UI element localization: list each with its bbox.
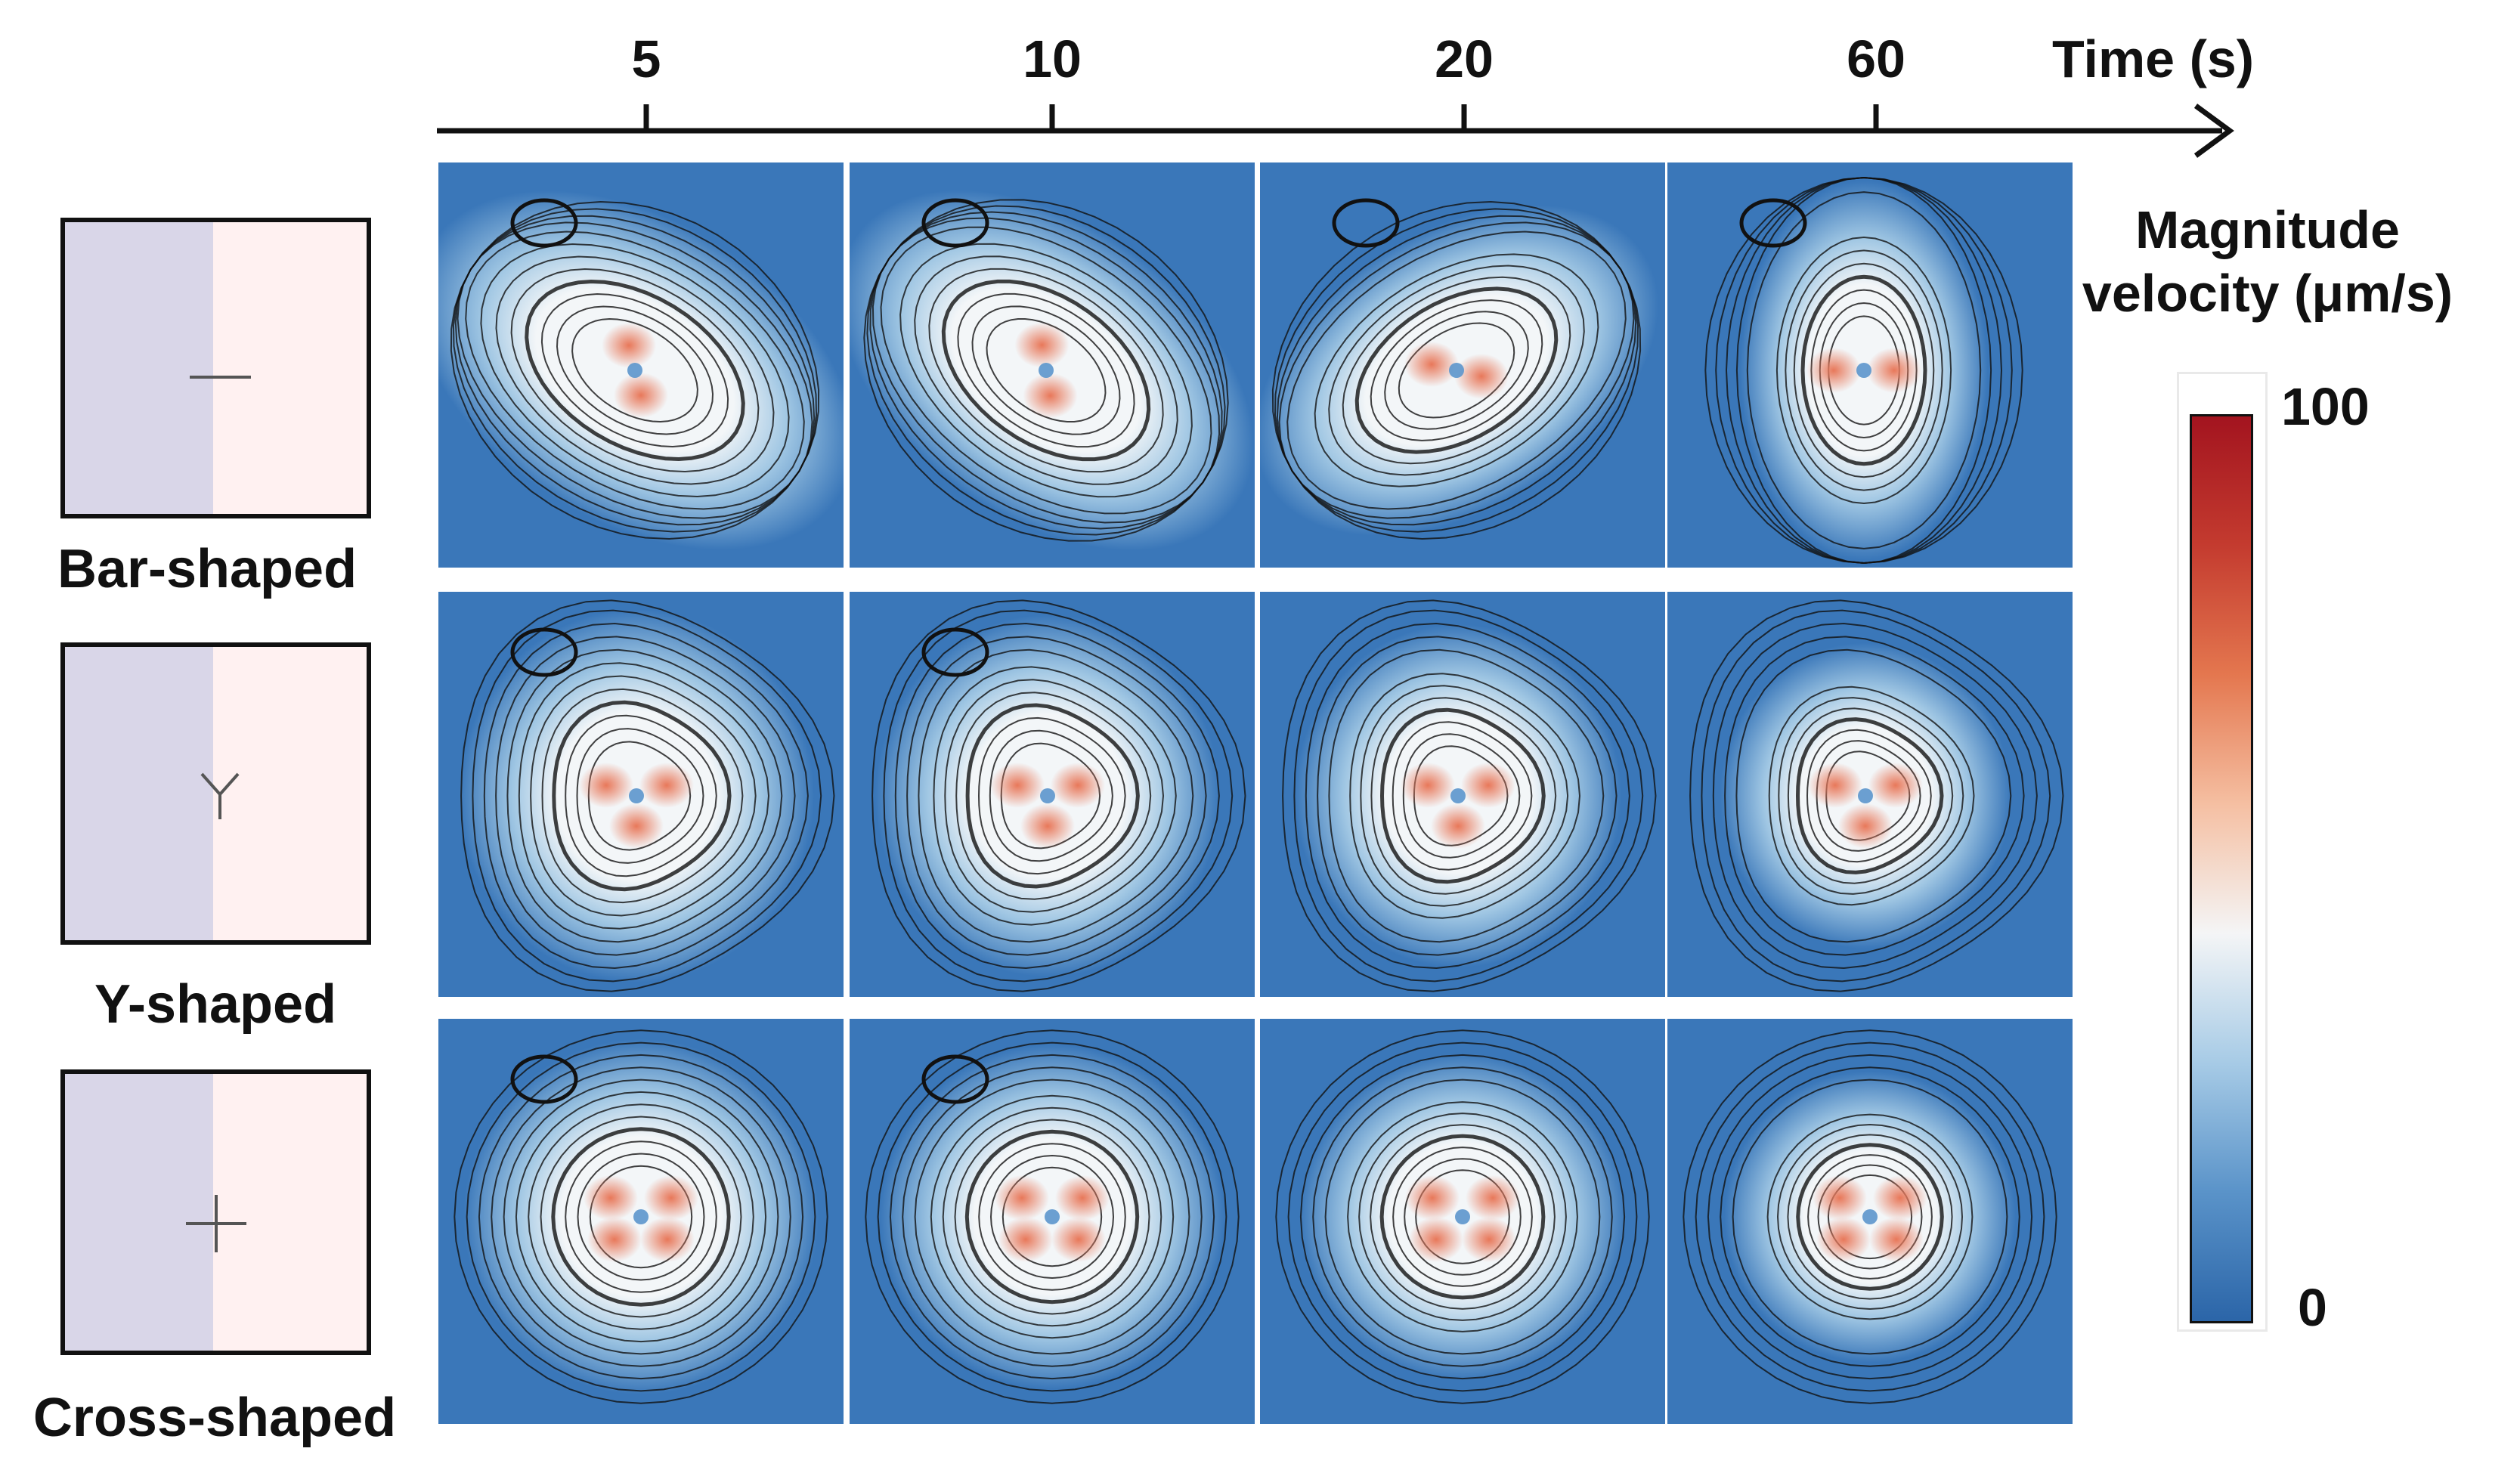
- colorbar-title: Magnitude velocity (μm/s): [2033, 198, 2502, 325]
- time-tick-5: 5: [631, 29, 661, 88]
- flow-panel-y-t3: [1667, 592, 2073, 997]
- cross-shape-diagram: [60, 1069, 371, 1355]
- y-shape-diagram: [60, 642, 371, 945]
- time-axis-arrow: [437, 104, 2234, 158]
- colorbar-title-line2: velocity (μm/s): [2082, 264, 2453, 323]
- flow-panel-cross-t0: [438, 1019, 844, 1424]
- colorbar-ramp: [2190, 414, 2253, 1323]
- flow-panel-cross-t1: [850, 1019, 1255, 1424]
- flow-panel-cross-t2: [1260, 1019, 1665, 1424]
- time-tick-20: 20: [1435, 29, 1494, 88]
- cross-shape-icon: [186, 1195, 246, 1252]
- flow-panel-y-t2: [1260, 592, 1665, 997]
- colorbar-min-label: 0: [2298, 1278, 2327, 1337]
- cross-shape-label: Cross-shaped: [33, 1388, 397, 1448]
- flow-panel-bar-t0: [438, 162, 844, 568]
- flow-panel-bar-t3: [1667, 162, 2073, 568]
- time-tick-60: 60: [1847, 29, 1905, 88]
- time-tick-10: 10: [1023, 29, 1082, 88]
- flow-panel-cross-t3: [1667, 1019, 2073, 1424]
- flow-panel-y-t0: [438, 592, 844, 997]
- bar-shape-icon: [190, 376, 251, 379]
- time-axis: 5 10 20 60 Time (s): [0, 0, 2520, 159]
- colorbar-title-line1: Magnitude: [2135, 200, 2400, 259]
- flow-panel-bar-t2: [1260, 162, 1665, 568]
- y-shape-label: Y-shaped: [94, 974, 337, 1035]
- time-axis-title: Time (s): [2052, 29, 2255, 88]
- flow-panel-y-t1: [850, 592, 1255, 997]
- flow-panel-bar-t1: [850, 162, 1255, 568]
- bar-shape-label: Bar-shaped: [57, 539, 358, 599]
- bar-shape-diagram: [60, 218, 371, 518]
- colorbar-max-label: 100: [2281, 377, 2370, 436]
- y-shape-icon: [200, 772, 240, 819]
